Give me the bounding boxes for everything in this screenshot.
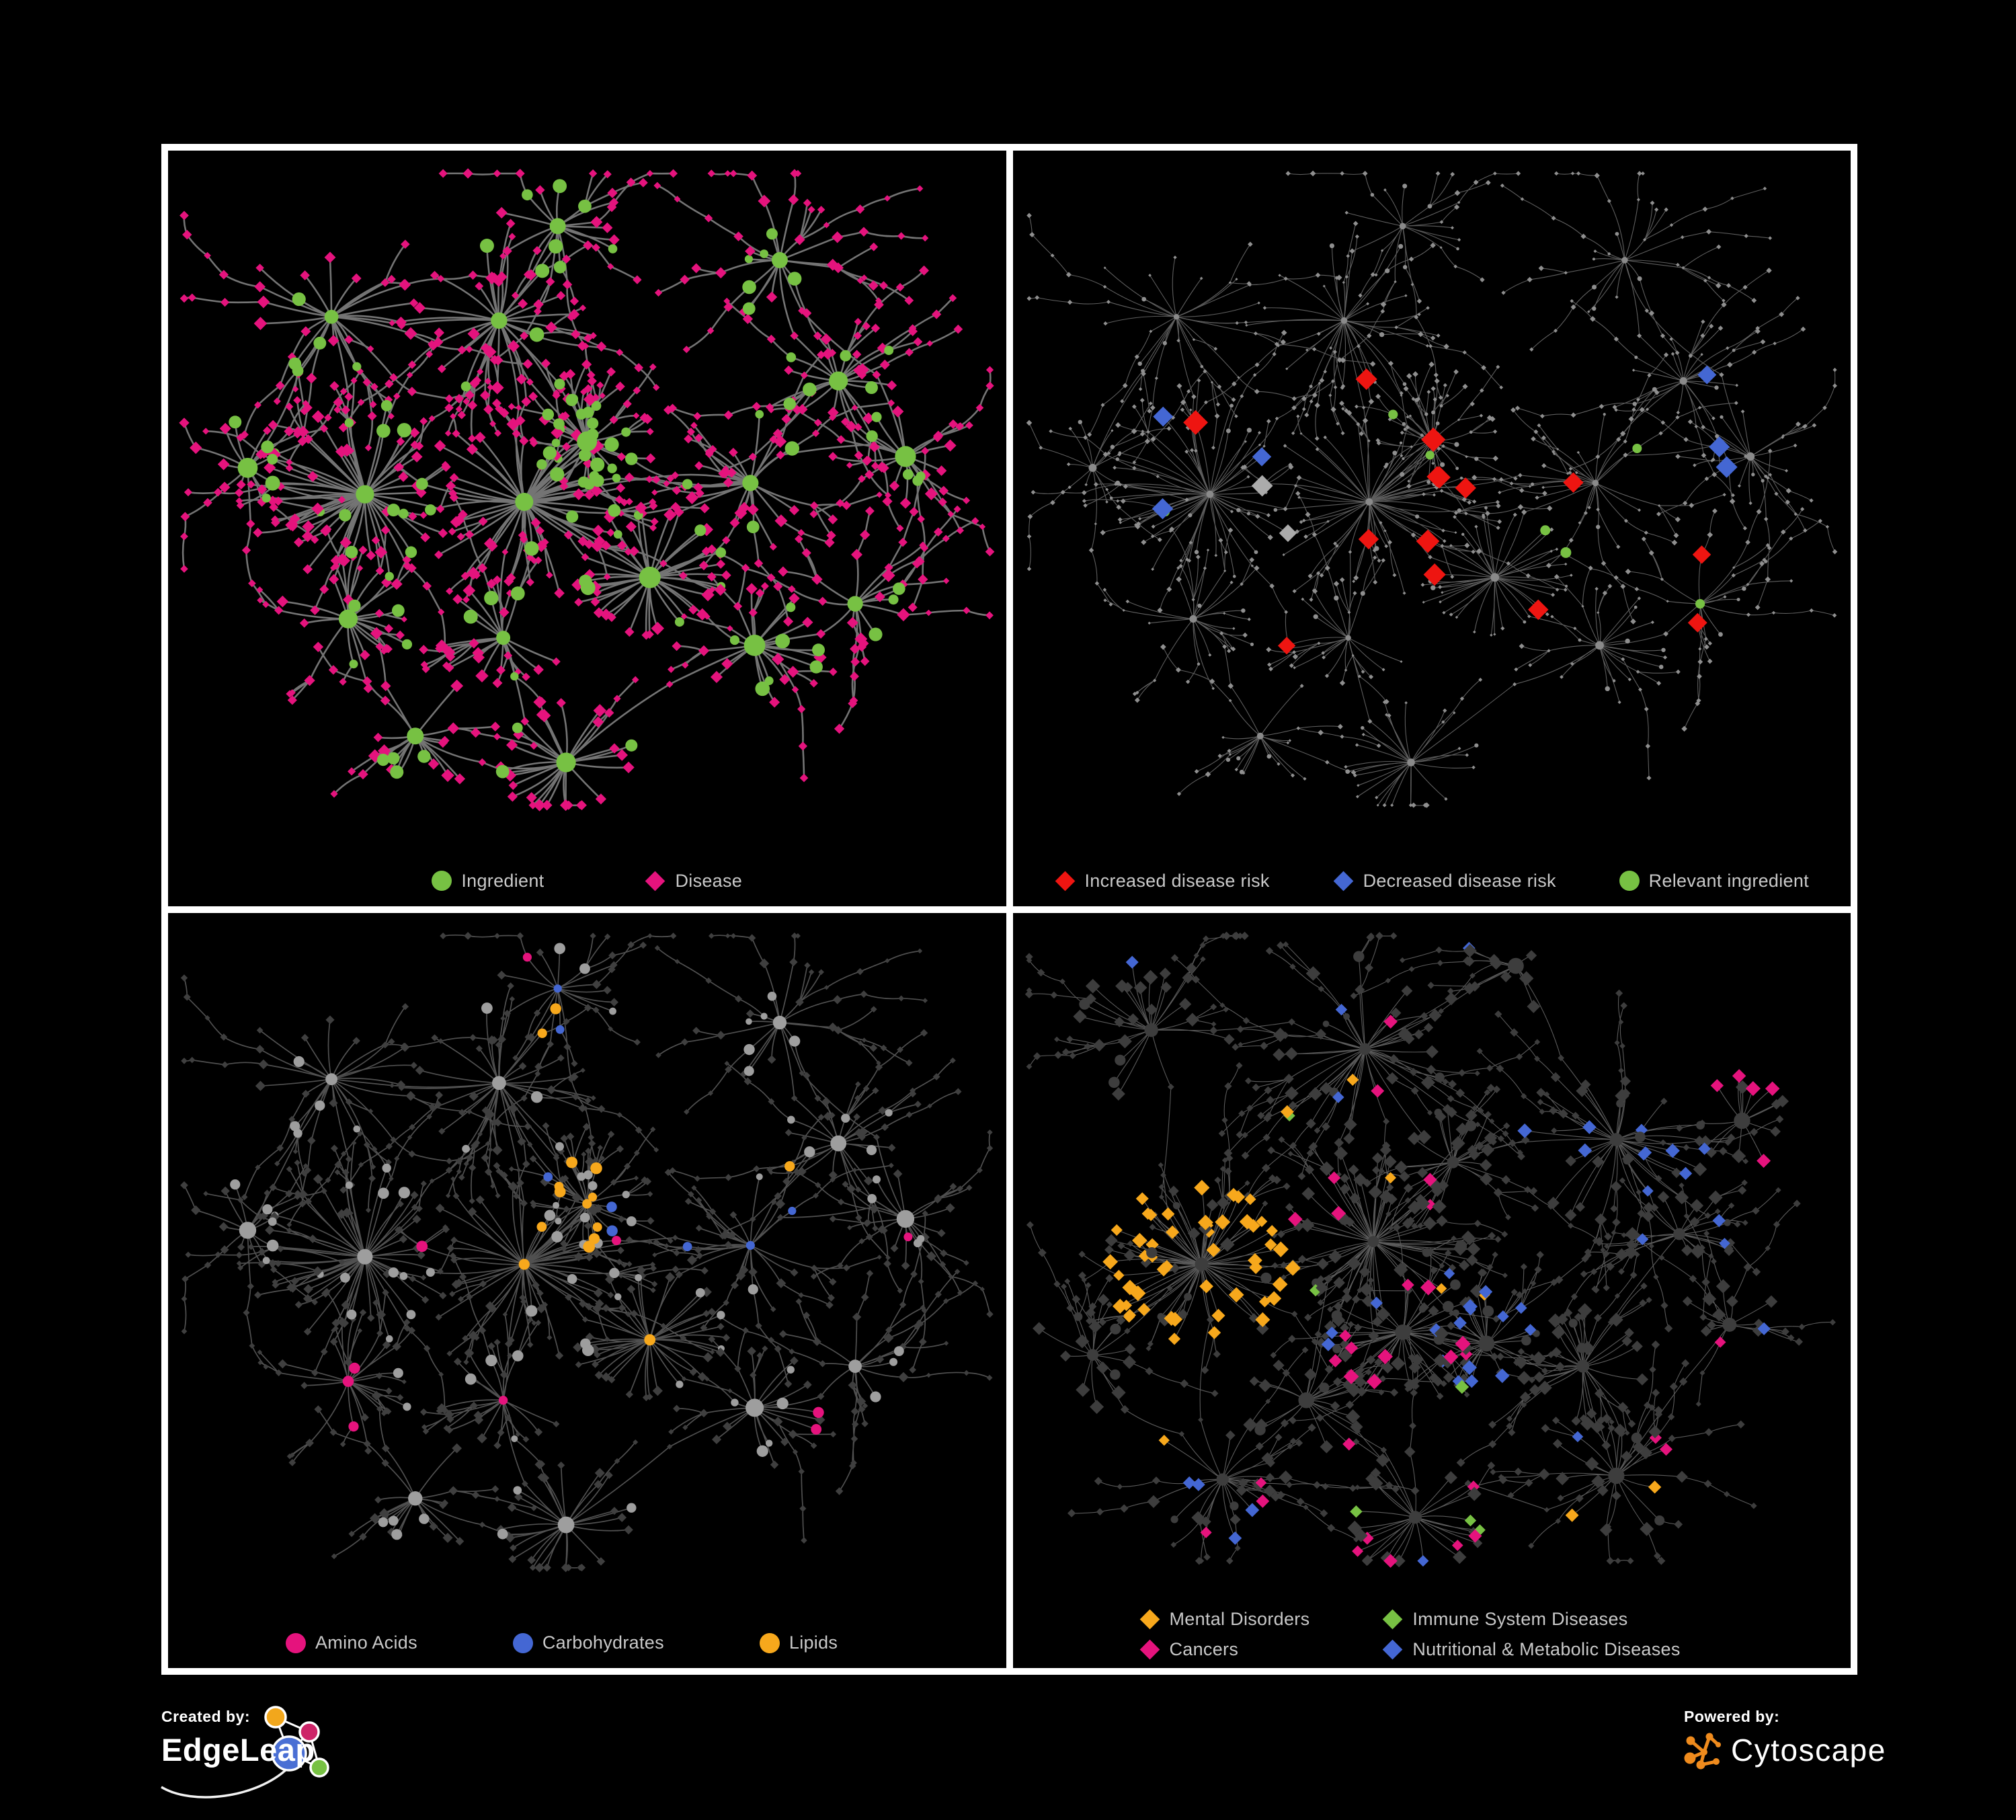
panel-ingredient-disease: Ingredient Disease xyxy=(168,151,1006,906)
legend-ingredient-disease: Ingredient Disease xyxy=(168,871,1006,892)
legend-marker-diamond xyxy=(1139,1639,1160,1660)
edgeleap-node-green xyxy=(309,1757,329,1778)
network-graph-disease-risk xyxy=(1026,170,1837,808)
legend-item: Nutritional & Metabolic Diseases xyxy=(1382,1639,1680,1660)
legend-label: Carbohydrates xyxy=(542,1632,664,1653)
legend-marker-circle xyxy=(286,1632,306,1653)
legend-label: Mental Disorders xyxy=(1169,1609,1310,1629)
powered-by-block: Powered by: Cytoscape xyxy=(1684,1708,1886,1770)
network-graph-ingredient-disease xyxy=(179,168,995,812)
legend-marker-diamond xyxy=(1055,871,1075,891)
legend-label: Increased disease risk xyxy=(1084,870,1270,891)
powered-by-label: Powered by: xyxy=(1684,1708,1780,1725)
legend-marker-circle xyxy=(512,1632,533,1653)
legend-label: Cancers xyxy=(1169,1639,1239,1659)
legend-item: Carbohydrates xyxy=(512,1632,664,1653)
legend-item: Mental Disorders xyxy=(1139,1609,1310,1630)
legend-disease-categories: Mental Disorders Immune System Diseases Ca… xyxy=(1139,1609,1681,1660)
legend-marker-circle xyxy=(432,871,452,891)
legend-marker-diamond xyxy=(1383,1639,1403,1660)
edgeleap-logo-icon xyxy=(161,1706,329,1798)
legend-item: Cancers xyxy=(1139,1639,1310,1660)
legend-item: Immune System Diseases xyxy=(1382,1609,1680,1630)
panel-nutrient-classes: Amino Acids Carbohydrates Lipids xyxy=(168,912,1006,1668)
legend-label: Nutritional & Metabolic Diseases xyxy=(1412,1639,1681,1659)
legend-disease-risk: Increased disease risk Decreased disease … xyxy=(1013,871,1851,892)
legend-label: Decreased disease risk xyxy=(1363,870,1556,891)
created-by-block: Created by: EdgeLeap xyxy=(161,1708,315,1768)
legend-nutrient-classes: Amino Acids Carbohydrates Lipids xyxy=(168,1632,1006,1653)
network-graph-nutrient-classes xyxy=(180,931,994,1573)
legend-marker-diamond xyxy=(1139,1609,1160,1630)
edgeleap-node-orange xyxy=(264,1706,287,1729)
legend-label: Ingredient xyxy=(461,870,545,891)
panel-disease-categories: Mental Disorders Immune System Diseases Ca… xyxy=(1012,912,1851,1668)
figure-grid: Ingredient Disease Increased disease risk… xyxy=(161,144,1857,1675)
legend-marker-circle xyxy=(759,1632,780,1653)
legend-marker-circle xyxy=(1619,871,1640,891)
cytoscape-wordmark: Cytoscape xyxy=(1731,1733,1886,1768)
panel-disease-risk: Increased disease risk Decreased disease … xyxy=(1012,151,1851,906)
legend-marker-diamond xyxy=(1333,871,1353,891)
legend-item: Disease xyxy=(645,871,742,892)
legend-label: Disease xyxy=(675,870,743,891)
network-graph-disease-categories xyxy=(1024,931,1836,1568)
legend-item: Lipids xyxy=(759,1632,838,1653)
legend-item: Ingredient xyxy=(432,871,544,892)
legend-label: Relevant ingredient xyxy=(1648,870,1809,891)
legend-label: Amino Acids xyxy=(315,1632,417,1653)
edgeleap-node-magenta xyxy=(298,1721,320,1743)
cytoscape-logo-icon xyxy=(1684,1733,1721,1770)
created-by-label: Created by: xyxy=(161,1708,251,1725)
legend-marker-diamond xyxy=(1383,1609,1403,1630)
legend-item: Decreased disease risk xyxy=(1333,871,1556,892)
legend-label: Lipids xyxy=(789,1632,838,1653)
legend-item: Relevant ingredient xyxy=(1619,871,1809,892)
legend-item: Amino Acids xyxy=(286,1632,417,1653)
edgeleap-node-blue xyxy=(271,1735,307,1772)
legend-marker-diamond xyxy=(645,871,666,891)
legend-label: Immune System Diseases xyxy=(1412,1609,1628,1629)
edgeleap-wordmark: EdgeLeap xyxy=(161,1732,315,1768)
legend-item: Increased disease risk xyxy=(1055,871,1270,892)
